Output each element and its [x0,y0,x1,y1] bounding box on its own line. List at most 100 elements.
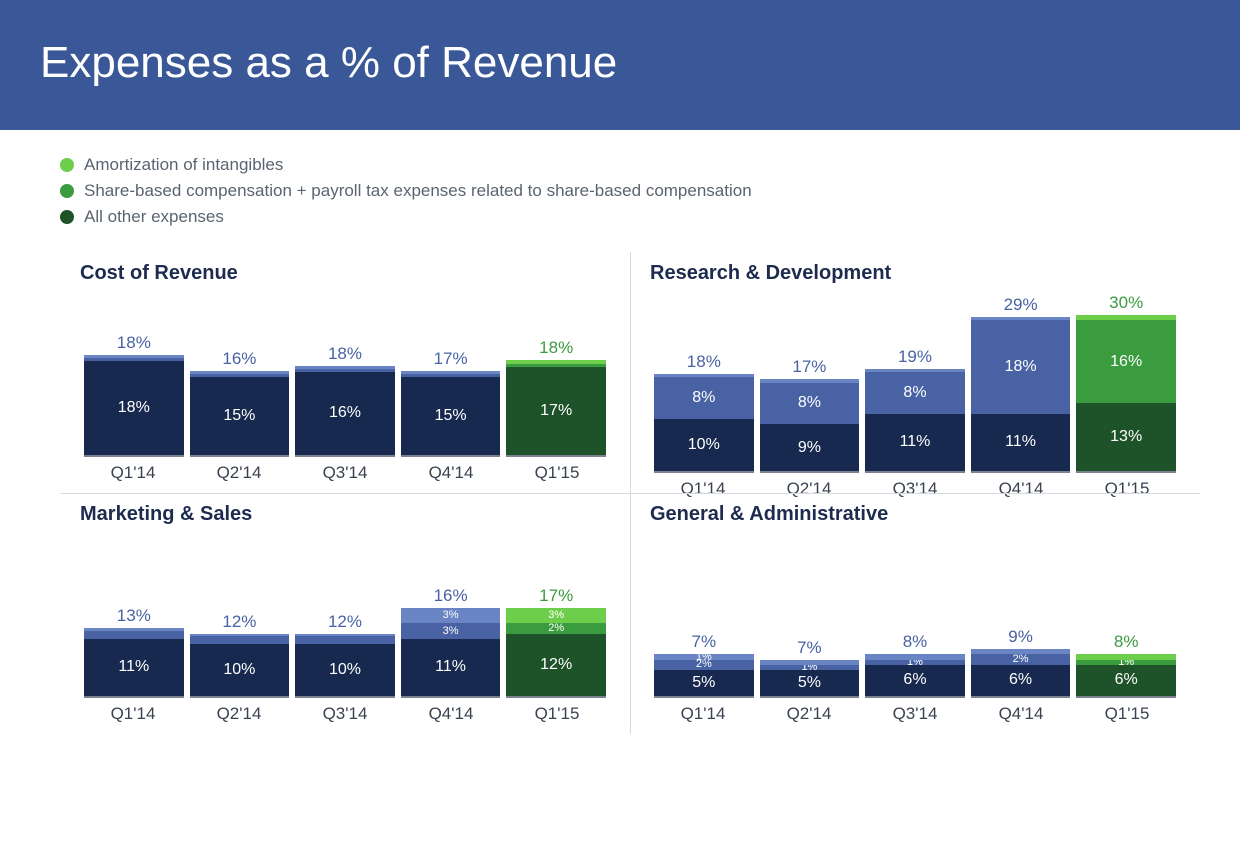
chart-title: Marketing & Sales [80,503,610,526]
bar-group: 12%10% [190,612,290,698]
bar-segment-label: 16% [1110,354,1142,370]
bar-segment-label: 16% [329,405,361,421]
bar-segment-label: 6% [903,672,926,688]
bar-stack: 15% [190,371,290,457]
chart-grid: Cost of Revenue18%18%16%15%18%16%17%15%1… [60,252,1200,734]
bar-total-label: 18% [654,352,754,372]
bar-segment-label: 17% [540,403,572,419]
bar-total-label: 18% [295,344,395,364]
bar-stack: 6%1% [1076,654,1176,698]
bar-stack: 5%2%1% [654,654,754,698]
bar-segment-label: 8% [692,390,715,406]
slide-title: Expenses as a % of Revenue [40,38,617,88]
legend-item: Amortization of intangibles [60,155,1200,175]
bar-segment: 8% [865,372,965,414]
bar-stack: 13%16% [1076,315,1176,473]
bar-stack: 12%2%3% [506,608,606,698]
bar-segment-label: 15% [435,408,467,424]
bar-segment: 9% [760,424,860,471]
bar-segment: 2% [654,660,754,670]
bar-segment-label: 2% [696,660,712,670]
bar-stack: 10% [190,634,290,698]
chart-area: 18%10%8%17%9%8%19%11%8%29%11%18%30%13%16… [650,293,1180,483]
bar-segment-label: 8% [798,395,821,411]
chart-title: Cost of Revenue [80,262,610,285]
bar-segment-label: 11% [118,659,149,675]
bar-group: 16%11%3%3% [401,586,501,698]
bar-group: 18% 10% 8% [654,352,754,473]
x-axis-label: Q1'15 [504,704,610,724]
x-axis-label: Q3'14 [862,704,968,724]
chart-area: 18%18%16%15%18%16%17%15%18%17%Q1'14Q2'14… [80,293,610,483]
bar-segment: 10% [295,644,395,696]
bar-group: 17%15% [401,349,501,457]
bar-segment-label: 6% [1009,672,1032,688]
x-axis: Q1'14Q2'14Q3'14Q4'14Q1'15 [80,463,610,483]
bar-stack: 11%3%3% [401,608,501,698]
bars-region: 7%5%2%1%7%5%1%8%6%1%9%6%2%8%6%1% [650,534,1180,698]
bars-region: 18%18%16%15%18%16%17%15%18%17% [80,293,610,457]
bar-segment: 17% [506,367,606,455]
bar-total-label: 7% [760,638,860,658]
bar-group: 18% 16% [295,344,395,457]
bar-stack: 10% [295,634,395,698]
bar-segment: 8% [654,377,754,419]
x-axis-label: Q2'14 [186,704,292,724]
bar-segment-label: 3% [443,626,459,637]
bar-segment: 6% [865,665,965,696]
bar-group: 7%5%1% [760,638,860,698]
x-axis-label: Q4'14 [398,704,504,724]
bar-segment-label: 3% [443,610,459,621]
bar-stack: 11% 8% [865,369,965,473]
x-axis-label: Q1'14 [80,463,186,483]
bar-segment-label: 10% [329,662,361,678]
bar-segment: 8% [760,383,860,425]
x-axis: Q1'14Q2'14Q3'14Q4'14Q1'15 [650,704,1180,724]
chart-title: General & Administrative [650,503,1180,526]
bar-group: 18%17% [506,338,606,457]
chart-marketing-sales: Marketing & Sales13%11%12%10%12%10%16%11… [60,493,630,734]
bar-stack: 5%1% [760,660,860,698]
bar-segment-label: 9% [798,440,821,456]
x-axis-label: Q1'15 [1074,704,1180,724]
bar-group: 8%6%1% [1076,632,1176,698]
chart-area: 7%5%2%1%7%5%1%8%6%1%9%6%2%8%6%1%Q1'14Q2'… [650,534,1180,724]
bar-segment: 3% [401,608,501,624]
bar-segment: 3% [506,608,606,624]
bar-segment [84,631,184,639]
bar-segment-label: 2% [1013,654,1029,664]
bar-segment [295,636,395,644]
bar-segment-label: 2% [548,623,564,633]
bar-total-label: 18% [84,333,184,353]
bar-segment-label: 11% [900,434,931,450]
bar-segment: 5% [760,670,860,696]
bar-group: 7%5%2%1% [654,632,754,698]
legend-dot-icon [60,158,74,172]
x-axis-label: Q2'14 [756,704,862,724]
bar-segment: 5% [654,670,754,696]
bar-segment: 11% [84,639,184,696]
bar-group: 13%11% [84,606,184,698]
x-axis-label: Q1'15 [504,463,610,483]
chart-title: Research & Development [650,262,1180,285]
bar-segment: 3% [401,623,501,639]
bar-segment [190,636,290,644]
bar-total-label: 17% [506,586,606,606]
bar-group: 19%11%8% [865,347,965,473]
chart-research-development: Research & Development18%10%8%17%9%8%19%… [630,252,1200,493]
legend-item: All other expenses [60,207,1200,227]
bar-group: 30%13%16% [1076,293,1176,473]
bar-segment: 15% [190,377,290,455]
bar-segment: 10% [654,419,754,471]
bar-segment: 11% [971,414,1071,471]
chart-general-administrative: General & Administrative7%5%2%1%7%5%1%8%… [630,493,1200,734]
bar-stack: 6% 2% [971,649,1071,698]
slide-content: Amortization of intangiblesShare-based c… [0,130,1240,744]
chart-area: 13%11%12%10%12%10%16%11%3%3%17%12%2%3%Q1… [80,534,610,724]
x-axis-label: Q1'14 [80,704,186,724]
bar-group: 29%11%18% [971,295,1071,473]
bar-group: 8%6%1% [865,632,965,698]
x-axis: Q1'14Q2'14Q3'14Q4'14Q1'15 [80,704,610,724]
bar-stack: 16% [295,366,395,457]
bar-segment-label: 10% [688,437,720,453]
